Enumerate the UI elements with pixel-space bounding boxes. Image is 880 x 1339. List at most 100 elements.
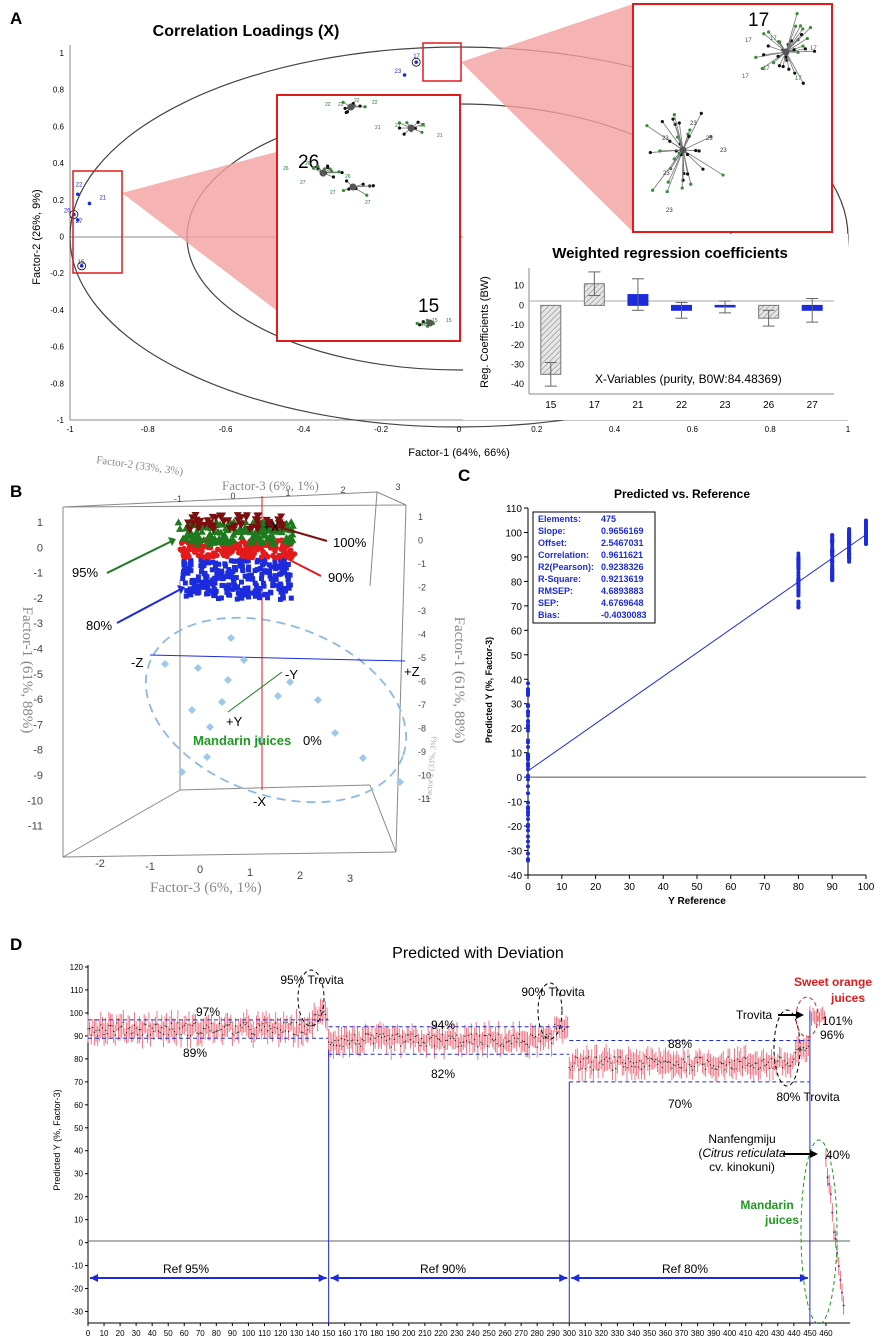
point-80 — [267, 573, 273, 579]
point-80 — [205, 583, 211, 589]
d-point — [703, 1063, 705, 1065]
d-point — [363, 1039, 365, 1042]
zoom26-label: 21 — [420, 123, 426, 129]
point-80 — [202, 570, 208, 576]
d-point — [674, 1064, 676, 1067]
d-point — [701, 1063, 704, 1065]
zoom21-cluster-point — [402, 132, 406, 136]
box-3d — [62, 491, 407, 858]
point-80 — [221, 583, 227, 589]
inset-ytick: 10 — [514, 281, 524, 291]
a-ytick-label: -0.6 — [50, 343, 64, 352]
point-95 — [261, 525, 270, 533]
d-point — [746, 1064, 749, 1067]
zoom23-cluster-point — [709, 134, 713, 139]
d-point — [745, 1057, 747, 1060]
inset-xtick: 21 — [632, 400, 644, 411]
point-80 — [257, 595, 263, 601]
c-point — [847, 531, 852, 536]
a-xtick-label: 0 — [457, 425, 462, 434]
c-ytick-label: -40 — [508, 871, 523, 882]
c-point — [796, 587, 801, 592]
d-point — [645, 1055, 647, 1058]
d-point — [432, 1034, 434, 1037]
d-point — [204, 1027, 206, 1030]
axis-b-factor2-side: Factor-2 (33%, 3%) — [424, 736, 439, 800]
c-point — [796, 605, 801, 610]
point-80 — [192, 578, 198, 584]
point-80 — [230, 569, 236, 575]
point-80 — [266, 562, 272, 568]
c-point — [796, 558, 801, 563]
d-point — [597, 1069, 599, 1071]
d-point — [223, 1026, 226, 1028]
d-point — [132, 1032, 134, 1034]
d-point — [505, 1041, 508, 1044]
d-point — [489, 1034, 492, 1037]
ellipse-95-trovita — [297, 969, 325, 1027]
point-90 — [181, 545, 187, 552]
d-point — [303, 1025, 306, 1027]
point-0 — [240, 656, 248, 664]
d-point — [210, 1022, 213, 1025]
d-point — [571, 1065, 574, 1068]
point-80 — [257, 566, 263, 572]
point-90 — [284, 552, 291, 559]
d-point — [512, 1034, 514, 1036]
d-point — [140, 1028, 142, 1031]
c-point — [796, 551, 801, 556]
axis-a-ylabel: Factor-2 (26%, 9%) — [31, 189, 43, 284]
zoom17-cluster-point — [787, 67, 791, 71]
d-point — [170, 1022, 173, 1025]
zoom15-cluster-point — [421, 320, 425, 324]
a-ytick-label: 0 — [60, 233, 65, 242]
zoom22-cluster-center — [347, 103, 355, 111]
d-point — [655, 1058, 657, 1061]
zoom23-cluster-spoke — [659, 149, 684, 152]
panel-a: A Correlation Loadings (X) -1 -0.8 -0.6 -0.… — [10, 3, 851, 459]
panel-label-c: C — [458, 466, 470, 485]
point-80 — [245, 567, 251, 573]
point-80 — [277, 571, 283, 577]
point-80 — [201, 583, 207, 589]
d-point — [789, 1064, 792, 1067]
zoom-funnel-top — [461, 4, 633, 232]
c-point — [796, 578, 801, 583]
d-point — [339, 1045, 341, 1047]
zoom21-cluster-point — [420, 130, 424, 134]
d-series — [87, 998, 845, 1315]
d-point — [238, 1031, 240, 1033]
point-80 — [219, 568, 225, 574]
d-xtick-label: 150 — [322, 1329, 336, 1338]
d-point — [671, 1067, 673, 1070]
zoom23-cluster-point — [688, 128, 692, 132]
point-0 — [227, 634, 235, 642]
point-80 — [188, 568, 194, 574]
zoom-label-17: 17 — [748, 10, 769, 31]
d-point — [393, 1038, 396, 1041]
a-ytick-label: -0.4 — [50, 306, 64, 315]
d-point — [125, 1032, 128, 1034]
d-point — [361, 1038, 364, 1040]
point-0 — [314, 696, 322, 704]
loading-point — [414, 60, 419, 64]
point-95 — [225, 539, 234, 547]
c-points — [526, 518, 868, 863]
d-point — [96, 1035, 99, 1037]
b-ytick-left: -3 — [33, 618, 43, 630]
d-point — [196, 1032, 198, 1034]
d-xtick-label: 380 — [691, 1329, 705, 1338]
d-xtick-label: 200 — [402, 1329, 416, 1338]
label-nz: -Z — [131, 655, 143, 670]
a-ytick-label: 1 — [60, 49, 65, 58]
d-point — [719, 1061, 721, 1063]
d-point — [631, 1065, 633, 1068]
zoom17-label: 17 — [770, 36, 777, 42]
d-point — [574, 1056, 577, 1058]
point-95 — [229, 536, 238, 544]
label-mand-2: juices — [764, 1213, 799, 1227]
zoom17-cluster-point — [792, 48, 796, 52]
point-80 — [282, 588, 288, 594]
d-point — [791, 1061, 793, 1063]
zoom17-cluster-point — [801, 81, 805, 85]
